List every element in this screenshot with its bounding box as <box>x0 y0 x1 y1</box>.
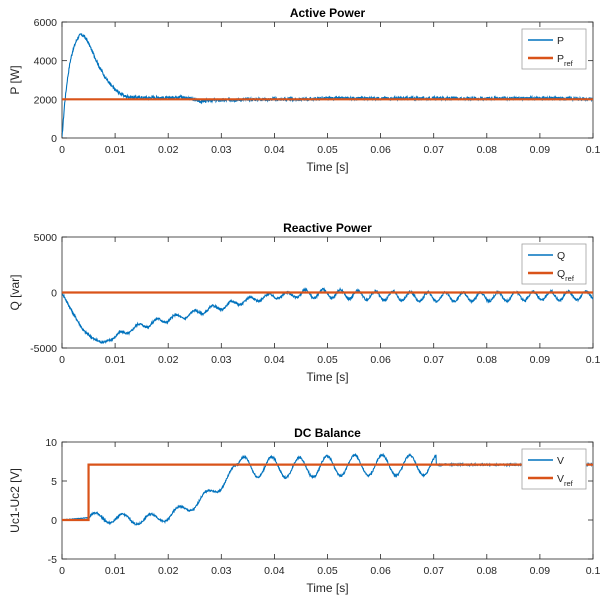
y-tick-label: 0 <box>51 515 57 527</box>
chart-title: Reactive Power <box>283 221 372 235</box>
x-tick-label: 0.09 <box>530 144 551 156</box>
x-tick-label: 0.02 <box>158 565 179 577</box>
y-axis-label: Uc1-Uc2 [V] <box>8 468 22 533</box>
x-tick-label: 0 <box>59 144 65 156</box>
x-axis-label: Time [s] <box>306 370 348 384</box>
y-tick-label: 0 <box>51 288 57 300</box>
x-tick-label: 0.04 <box>264 144 285 156</box>
legend-label-2: Pref <box>557 53 574 68</box>
legend-box <box>521 448 587 490</box>
x-tick-label: 0.05 <box>317 144 338 156</box>
legend-label-main: V <box>557 473 564 485</box>
x-tick-label: 0.03 <box>211 565 232 577</box>
y-tick-label: 10 <box>45 437 57 449</box>
y-tick-label: 5000 <box>34 232 58 244</box>
x-tick-label: 0 <box>59 565 65 577</box>
x-tick-label: 0.09 <box>530 354 551 366</box>
y-tick-label: -5000 <box>30 343 57 355</box>
x-tick-label: 0.06 <box>370 565 391 577</box>
x-tick-label: 0.07 <box>423 144 444 156</box>
x-tick-label: 0.03 <box>211 144 232 156</box>
legend-label-1: Q <box>557 250 565 262</box>
series-line-v-ref <box>62 463 593 522</box>
x-tick-label: 0.01 <box>105 354 126 366</box>
legend-label-2: Qref <box>557 268 575 283</box>
x-axis-label: Time [s] <box>306 160 348 174</box>
x-tick-label: 0.08 <box>477 565 498 577</box>
y-tick-label: -5 <box>48 554 57 566</box>
legend-label-1: P <box>557 35 564 47</box>
x-tick-label: 0.05 <box>317 565 338 577</box>
x-tick-label: 0.04 <box>264 565 285 577</box>
x-tick-label: 0.02 <box>158 144 179 156</box>
x-tick-label: 0.01 <box>105 144 126 156</box>
y-tick-label: 0 <box>51 133 57 145</box>
legend-box <box>521 243 587 285</box>
legend-label-2: Vref <box>557 473 574 488</box>
x-tick-label: 0.04 <box>264 354 285 366</box>
x-tick-label: 0 <box>59 354 65 366</box>
chart-3: DC Balance 0 0.01 0.02 0.03 0.04 0.05 0.06 0.07 0… <box>8 426 600 595</box>
x-tick-label: 0.03 <box>211 354 232 366</box>
x-tick-label: 0.1 <box>586 565 601 577</box>
series-line-p <box>62 33 593 137</box>
plot-area <box>61 21 594 139</box>
legend-label-1: V <box>557 455 564 467</box>
chart-2: Reactive Power 0 0.01 0.02 0.03 0.04 0.05 0.06 0… <box>8 221 600 384</box>
x-tick-label: 0.06 <box>370 354 391 366</box>
plot-area <box>61 441 594 560</box>
x-tick-label: 0.08 <box>477 144 498 156</box>
chart-title: DC Balance <box>294 426 361 440</box>
y-tick-label: 4000 <box>34 56 58 68</box>
legend-label-subscript: ref <box>565 274 575 283</box>
x-tick-label: 0.08 <box>477 354 498 366</box>
x-tick-label: 0.09 <box>530 565 551 577</box>
y-tick-label: 6000 <box>34 17 58 29</box>
x-tick-label: 0.06 <box>370 144 391 156</box>
chart-1: Active Power 0 0.01 0.02 0.03 0.04 0.05 0.06 0.0… <box>8 6 600 174</box>
legend-label-subscript: ref <box>564 479 574 488</box>
y-axis-label: Q [var] <box>8 274 22 310</box>
y-tick-label: 5 <box>51 476 57 488</box>
legend-label-main: P <box>557 53 564 65</box>
y-tick-label: 2000 <box>34 94 58 106</box>
x-tick-label: 0.05 <box>317 354 338 366</box>
x-tick-label: 0.01 <box>105 565 126 577</box>
x-tick-label: 0.07 <box>423 565 444 577</box>
chart-title: Active Power <box>290 6 366 20</box>
x-tick-label: 0.1 <box>586 144 601 156</box>
x-tick-label: 0.1 <box>586 354 601 366</box>
x-axis-label: Time [s] <box>306 581 348 595</box>
legend-label-main: Q <box>557 268 565 280</box>
x-tick-label: 0.07 <box>423 354 444 366</box>
x-tick-label: 0.02 <box>158 354 179 366</box>
legend-label-subscript: ref <box>564 59 574 68</box>
legend-box <box>521 28 587 70</box>
y-axis-label: P [W] <box>8 65 22 94</box>
